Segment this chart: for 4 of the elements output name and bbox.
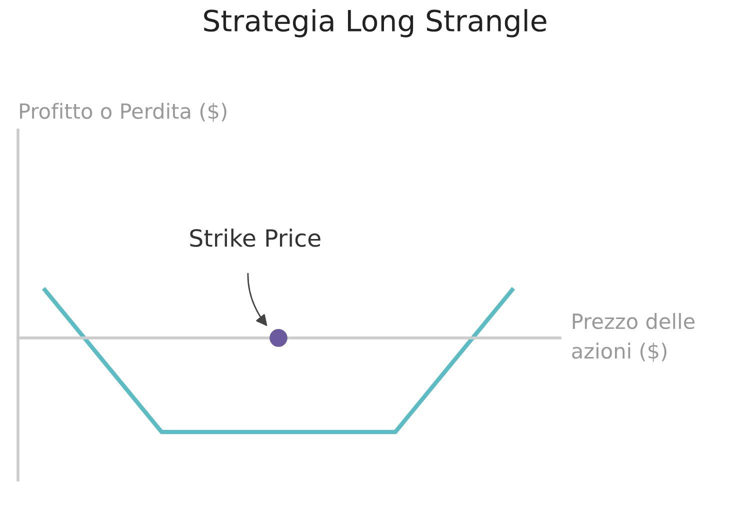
text: Profitto o Perdita ($) xyxy=(20,102,226,122)
x-axis-title: Prezzo delle azioni ($) xyxy=(572,313,695,362)
chart-title: Strategia Long Strangle xyxy=(204,9,546,38)
text: Strike Price xyxy=(190,228,320,247)
